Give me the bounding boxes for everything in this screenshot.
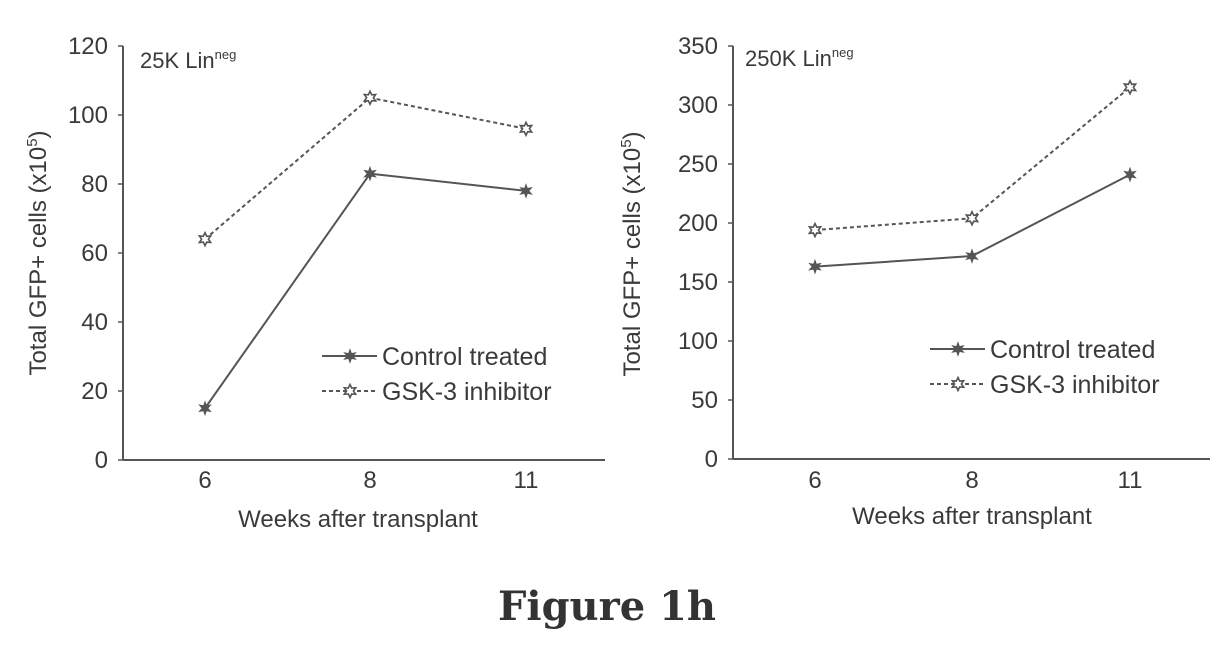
y-tick-label: 50 bbox=[691, 387, 718, 414]
figure-caption: Figure 1h bbox=[498, 583, 716, 630]
data-point-2 bbox=[199, 233, 210, 246]
y-tick-label: 200 bbox=[678, 210, 718, 237]
chart-25k: 0 20 40 60 80 100 120 6 8 11 25K Linneg Total GFP+ … bbox=[24, 33, 605, 533]
y-axis-title-close: ) bbox=[25, 130, 52, 138]
y-axis-title: Total GFP+ cells (x105) bbox=[618, 131, 646, 376]
y-axis-title-sup: 5 bbox=[618, 139, 635, 147]
x-tick-label: 11 bbox=[1118, 467, 1143, 494]
x-axis-title: Weeks after transplant bbox=[852, 503, 1092, 530]
y-axis-title-sup: 5 bbox=[24, 138, 41, 146]
y-tick-label: 0 bbox=[705, 446, 718, 473]
series-line-1 bbox=[205, 174, 526, 409]
x-tick-label: 6 bbox=[808, 467, 821, 494]
y-tick-label: 100 bbox=[68, 102, 108, 129]
data-point-2 bbox=[1124, 81, 1135, 94]
y-tick-label: 20 bbox=[81, 378, 108, 405]
inset-label-sup: neg bbox=[215, 47, 237, 62]
y-tick-label: 120 bbox=[68, 33, 108, 60]
data-point-2 bbox=[520, 122, 531, 135]
y-tick-label: 300 bbox=[678, 92, 718, 119]
y-tick-label: 100 bbox=[678, 328, 718, 355]
y-tick-label: 60 bbox=[81, 240, 108, 267]
data-point-1 bbox=[1125, 169, 1135, 181]
y-axis-title: Total GFP+ cells (x105) bbox=[24, 130, 52, 375]
series-line-2 bbox=[205, 98, 526, 239]
y-tick-label: 250 bbox=[678, 151, 718, 178]
series-line-2 bbox=[815, 87, 1130, 230]
x-tick-label: 8 bbox=[965, 467, 978, 494]
x-axis-title: Weeks after transplant bbox=[238, 506, 478, 533]
x-tick-label: 6 bbox=[198, 467, 211, 494]
x-tick-label: 8 bbox=[363, 467, 376, 494]
inset-label: 25K Linneg bbox=[140, 47, 236, 73]
y-axis-title-main: Total GFP+ cells (x10 bbox=[25, 147, 52, 376]
legend-label-2: GSK-3 inhibitor bbox=[382, 378, 552, 406]
legend-label-1: Control treated bbox=[382, 343, 547, 371]
y-tick-label: 150 bbox=[678, 269, 718, 296]
legend-marker-2 bbox=[344, 385, 355, 398]
y-tick-label: 40 bbox=[81, 309, 108, 336]
y-tick-label: 0 bbox=[95, 447, 108, 474]
y-tick-label: 80 bbox=[81, 171, 108, 198]
data-point-2 bbox=[809, 224, 820, 237]
y-tick-label: 350 bbox=[678, 33, 718, 60]
legend-label-1: Control treated bbox=[990, 336, 1155, 364]
y-axis-title-main: Total GFP+ cells (x10 bbox=[619, 148, 646, 377]
y-axis-title-close: ) bbox=[619, 131, 646, 139]
inset-label: 250K Linneg bbox=[745, 45, 854, 71]
x-tick-label: 11 bbox=[514, 467, 539, 494]
legend-marker-2 bbox=[952, 378, 963, 391]
inset-label-sup: neg bbox=[832, 45, 854, 60]
legend-label-2: GSK-3 inhibitor bbox=[990, 371, 1160, 399]
chart-250k: 0 50 100 150 200 250 300 350 6 8 11 250K Linneg Tota… bbox=[618, 33, 1210, 530]
